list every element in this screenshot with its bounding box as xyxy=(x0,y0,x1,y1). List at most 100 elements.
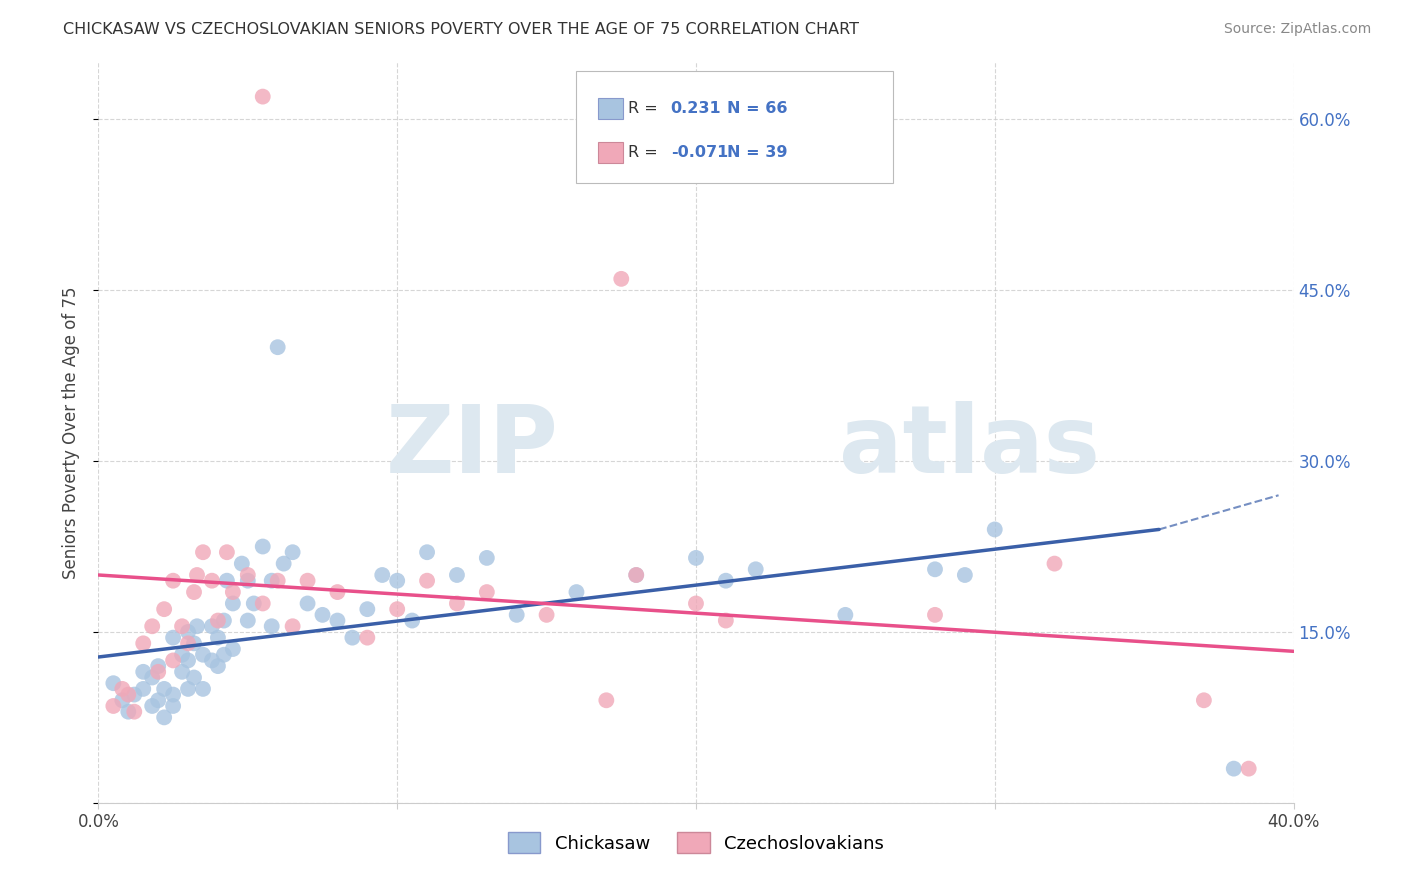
Point xyxy=(191,648,214,662)
Point xyxy=(260,619,283,633)
Text: atlas: atlas xyxy=(839,401,1101,493)
Point xyxy=(260,574,283,588)
Text: Source: ZipAtlas.com: Source: ZipAtlas.com xyxy=(1223,22,1371,37)
Point xyxy=(326,614,349,628)
Text: R =: R = xyxy=(628,101,664,116)
Point xyxy=(148,659,170,673)
Point xyxy=(215,574,238,588)
Point xyxy=(117,688,139,702)
Point xyxy=(610,272,633,286)
Point xyxy=(162,688,184,702)
Point xyxy=(311,607,333,622)
Point xyxy=(172,619,194,633)
Point xyxy=(267,340,290,354)
Point xyxy=(236,574,259,588)
Point xyxy=(162,574,184,588)
Point xyxy=(183,671,205,685)
Point xyxy=(215,545,238,559)
Point xyxy=(565,585,588,599)
Point xyxy=(685,597,707,611)
Point xyxy=(162,653,184,667)
Point xyxy=(117,705,139,719)
Point xyxy=(162,698,184,713)
Point xyxy=(141,619,163,633)
Point xyxy=(342,631,364,645)
Point xyxy=(201,653,224,667)
Point xyxy=(148,693,170,707)
Point xyxy=(207,614,229,628)
Text: N = 39: N = 39 xyxy=(727,145,787,161)
Point xyxy=(153,681,176,696)
Y-axis label: Seniors Poverty Over the Age of 75: Seniors Poverty Over the Age of 75 xyxy=(62,286,80,579)
Point xyxy=(201,619,224,633)
Point xyxy=(356,631,378,645)
Point xyxy=(222,642,245,657)
Point xyxy=(924,562,946,576)
Point xyxy=(177,653,200,667)
Point xyxy=(141,698,163,713)
Point xyxy=(446,568,468,582)
Point xyxy=(1192,693,1215,707)
Point xyxy=(191,681,214,696)
Point xyxy=(212,648,235,662)
Point xyxy=(124,705,146,719)
Point xyxy=(506,607,529,622)
Point xyxy=(177,681,200,696)
Point xyxy=(1237,762,1260,776)
Point xyxy=(231,557,253,571)
Point xyxy=(385,574,409,588)
Point xyxy=(141,671,163,685)
Point xyxy=(183,585,205,599)
Point xyxy=(172,648,194,662)
Point xyxy=(222,585,245,599)
Point xyxy=(326,585,349,599)
Point xyxy=(984,523,1007,537)
Point xyxy=(714,574,737,588)
Point xyxy=(416,545,439,559)
Point xyxy=(356,602,378,616)
Point xyxy=(1043,557,1066,571)
Point xyxy=(236,614,259,628)
Point xyxy=(924,607,946,622)
Point xyxy=(148,665,170,679)
Point xyxy=(207,659,229,673)
Point xyxy=(685,550,707,565)
Point xyxy=(132,665,155,679)
Point xyxy=(222,597,245,611)
Point xyxy=(103,676,125,690)
Point xyxy=(162,631,184,645)
Point xyxy=(475,550,498,565)
Point xyxy=(153,602,176,616)
Text: R =: R = xyxy=(628,145,664,161)
Point xyxy=(243,597,266,611)
Point xyxy=(201,574,224,588)
Point xyxy=(103,698,125,713)
Point xyxy=(953,568,976,582)
Text: CHICKASAW VS CZECHOSLOVAKIAN SENIORS POVERTY OVER THE AGE OF 75 CORRELATION CHAR: CHICKASAW VS CZECHOSLOVAKIAN SENIORS POV… xyxy=(63,22,859,37)
Point xyxy=(267,574,290,588)
Point xyxy=(626,568,648,582)
Point xyxy=(714,614,737,628)
Point xyxy=(186,619,208,633)
Point xyxy=(297,574,319,588)
Point xyxy=(281,545,304,559)
Point xyxy=(252,540,274,554)
Point xyxy=(183,636,205,650)
Point xyxy=(385,602,409,616)
Point xyxy=(111,693,134,707)
Point xyxy=(153,710,176,724)
Point xyxy=(281,619,304,633)
Point xyxy=(177,636,200,650)
Point xyxy=(252,89,274,103)
Point xyxy=(132,636,155,650)
Point xyxy=(273,557,295,571)
Point xyxy=(416,574,439,588)
Point xyxy=(132,681,155,696)
Point xyxy=(1223,762,1246,776)
Point xyxy=(236,568,259,582)
Point xyxy=(626,568,648,582)
Point xyxy=(401,614,423,628)
Text: ZIP: ZIP xyxy=(385,401,558,493)
Point xyxy=(186,568,208,582)
Point xyxy=(475,585,498,599)
